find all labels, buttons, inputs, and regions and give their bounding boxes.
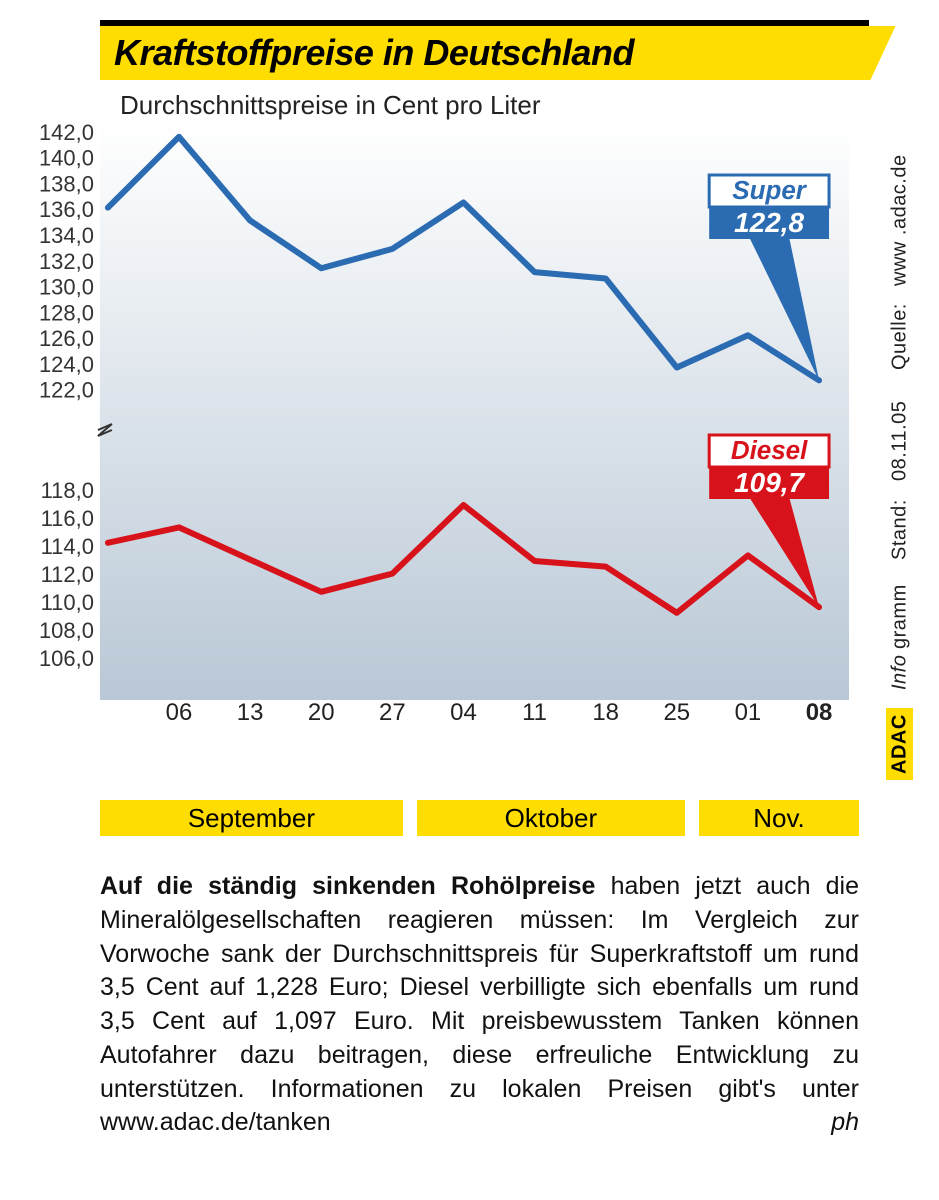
title-bar: Kraftstoffpreise in Deutschland <box>100 20 869 80</box>
x-tick: 13 <box>237 699 264 726</box>
x-tick: 20 <box>308 699 335 726</box>
credit-info-rest: gramm <box>889 584 912 649</box>
body-lead: Auf die ständig sinkenden Rohölpreise <box>100 872 595 900</box>
y-tick-diesel: 118,0 <box>41 478 94 503</box>
month-axis: September Oktober Nov. <box>100 800 859 836</box>
month-label-nov: Nov. <box>699 800 859 836</box>
y-tick-super: 126,0 <box>39 326 94 351</box>
y-tick-super: 134,0 <box>39 223 94 248</box>
credit-stand-value: 08.11.05 <box>889 401 912 481</box>
page-title: Kraftstoffpreise in Deutschland <box>114 32 855 74</box>
y-tick-diesel: 114,0 <box>41 534 94 559</box>
callout-label: Diesel <box>731 435 808 465</box>
credit-source-label: Quelle: <box>889 304 912 371</box>
x-tick: 18 <box>592 699 619 726</box>
y-tick-super: 124,0 <box>39 352 94 377</box>
chart-subtitle: Durchschnittspreise in Cent pro Liter <box>120 90 909 121</box>
y-tick-super: 136,0 <box>39 197 94 222</box>
y-tick-super: 128,0 <box>39 300 94 325</box>
x-tick: 11 <box>522 699 547 726</box>
y-tick-super: 130,0 <box>39 275 94 300</box>
y-tick-super: 138,0 <box>39 171 94 196</box>
y-tick-super: 140,0 <box>39 146 94 171</box>
y-tick-diesel: 110,0 <box>41 590 94 615</box>
y-tick-diesel: 116,0 <box>41 506 94 531</box>
credit-info-italic: Info <box>889 655 912 690</box>
callout-value: 109,7 <box>734 467 805 498</box>
y-tick-super: 132,0 <box>39 249 94 274</box>
x-tick: 06 <box>166 699 193 726</box>
y-tick-diesel: 112,0 <box>41 562 94 587</box>
body-text: Auf die ständig sinkenden Rohölpreise ha… <box>100 870 859 1140</box>
y-tick-super: 142,0 <box>39 120 94 145</box>
credit-stand-label: Stand: <box>889 499 912 560</box>
y-tick-diesel: 106,0 <box>39 646 94 671</box>
x-tick: 04 <box>450 699 477 726</box>
chart: 122,0124,0126,0128,0130,0132,0134,0136,0… <box>30 120 859 760</box>
brand-adac: ADAC <box>887 708 914 780</box>
callout-label: Super <box>732 175 807 205</box>
x-tick: 01 <box>735 699 762 726</box>
x-tick: 27 <box>379 699 406 726</box>
month-label-oct: Oktober <box>417 800 685 836</box>
credit-source-value: www .adac.de <box>889 154 912 286</box>
y-tick-super: 122,0 <box>39 378 94 403</box>
month-label-sep: September <box>100 800 403 836</box>
callout-value: 122,8 <box>734 207 804 238</box>
body-signature: ph <box>831 1106 859 1140</box>
y-tick-diesel: 108,0 <box>39 618 94 643</box>
side-credit: ADAC Info gramm Stand: 08.11.05 Quelle: w… <box>885 120 915 780</box>
x-tick: 25 <box>663 699 690 726</box>
x-tick: 08 <box>806 699 833 726</box>
body-rest: haben jetzt auch die Mineralölgesellscha… <box>100 872 859 1136</box>
